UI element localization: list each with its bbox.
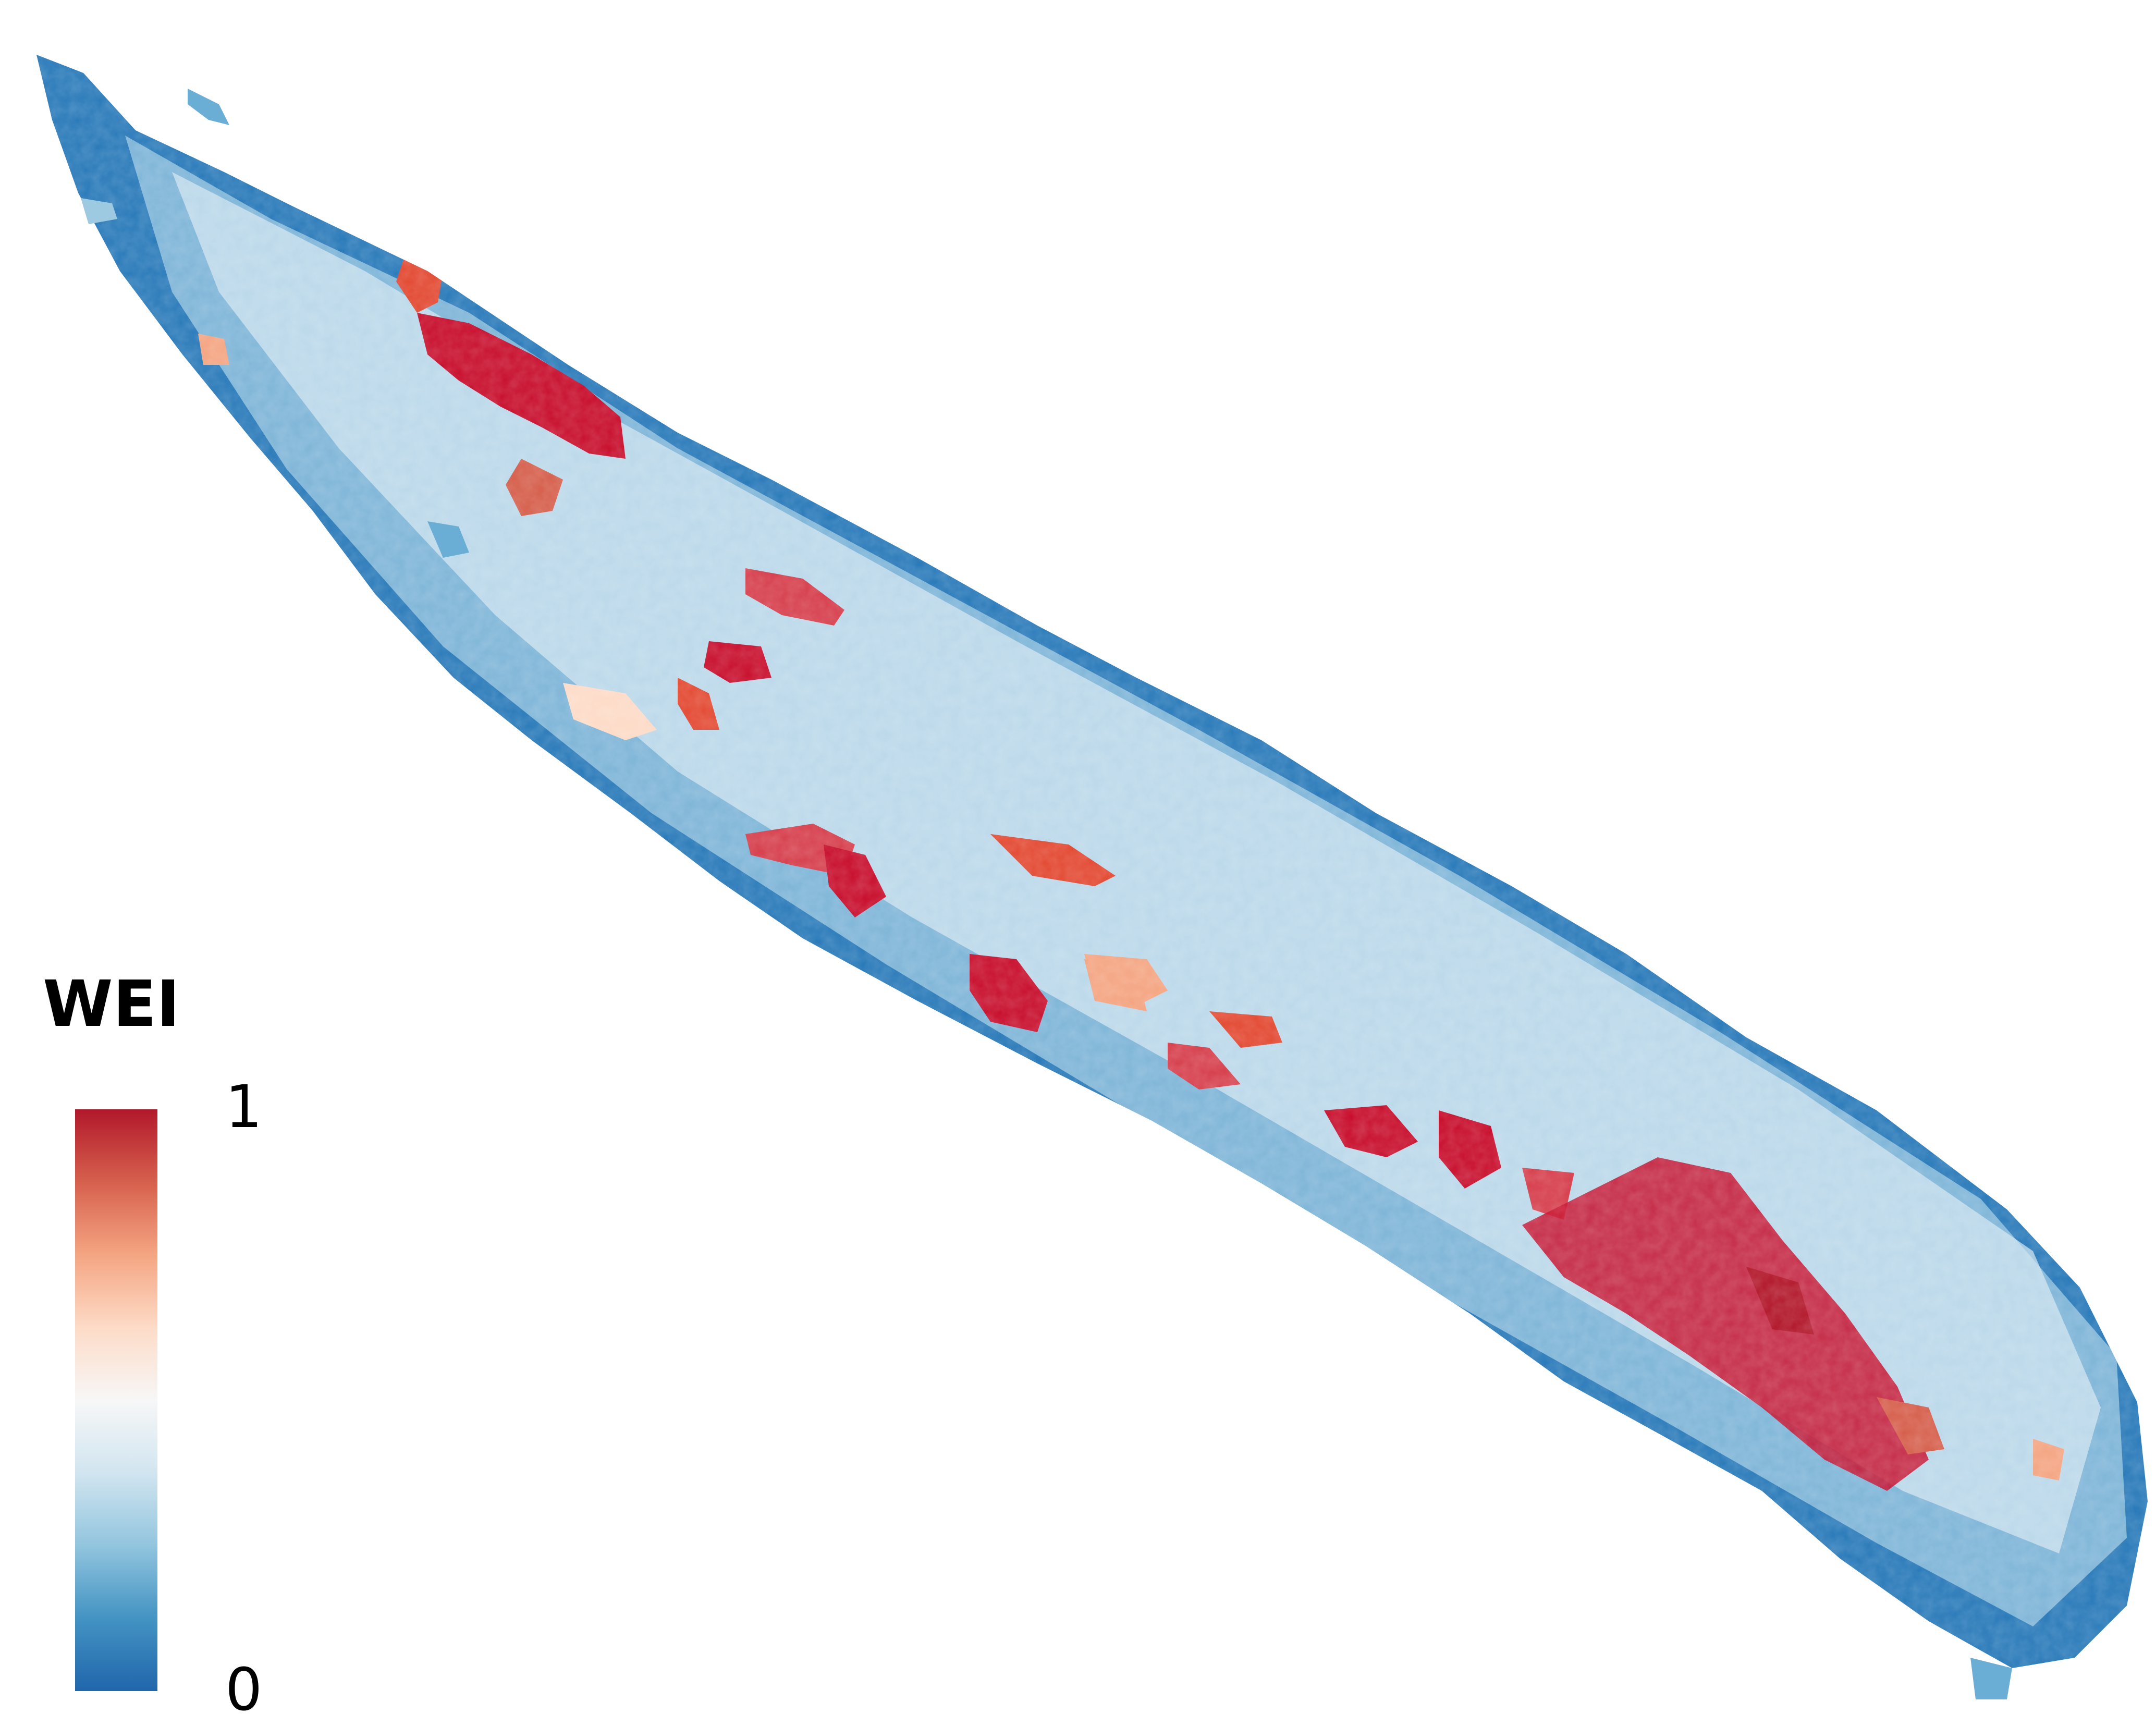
legend-title: WEI bbox=[43, 967, 180, 1041]
legend-max-label: 1 bbox=[225, 1073, 263, 1141]
legend-color-bar bbox=[75, 1109, 157, 1691]
legend-min-label: 0 bbox=[225, 1656, 263, 1724]
